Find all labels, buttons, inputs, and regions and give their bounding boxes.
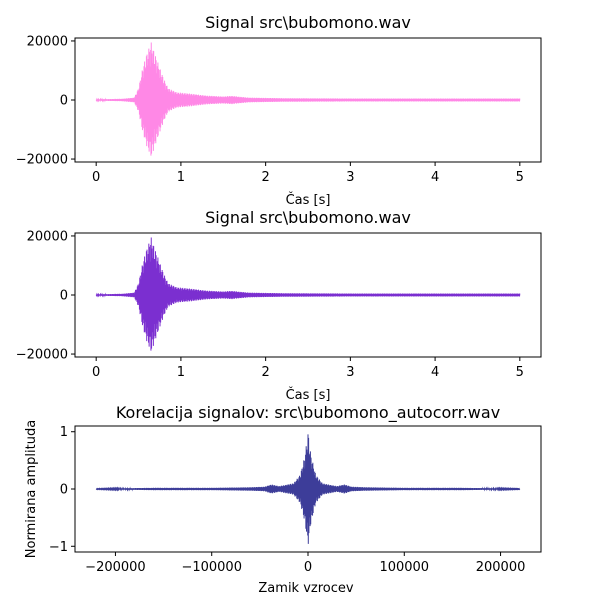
x-tick-label: 4: [431, 170, 439, 185]
x-tick-label: 1: [177, 170, 185, 185]
x-tick-label: 1: [177, 365, 185, 380]
y-tick-label: −1: [49, 540, 68, 555]
y-tick-label: 0: [60, 94, 68, 109]
panel-2-x-label: Čas [s]: [286, 387, 331, 403]
panel-3-y-ticks: −1 0 1: [49, 425, 75, 555]
y-tick-label: 20000: [27, 229, 68, 244]
x-tick-label: 0: [92, 365, 100, 380]
y-tick-label: 1: [60, 425, 68, 440]
y-tick-label: 0: [60, 483, 68, 498]
panel-3: −1 0 1 −200000 −100000 0 100000 200000 Korelac…: [24, 403, 542, 596]
panel-2-title: Signal src\bubomono.wav: [205, 208, 411, 227]
y-tick-label: 20000: [27, 34, 68, 49]
x-tick-label: 5: [516, 365, 524, 380]
panel-3-signal-line: [95, 434, 521, 544]
x-tick-label: 0: [304, 560, 312, 575]
panel-2: −20000 0 20000 0 1 2 3 4 5 Signal src\bubomono.…: [16, 208, 542, 403]
panel-2-y-ticks: −20000 0 20000: [16, 229, 75, 363]
panel-2-signal-line: [95, 237, 521, 351]
panel-2-x-ticks: 0 1 2 3 4 5: [92, 357, 524, 380]
panel-3-signal: [95, 434, 521, 544]
panel-3-y-label: Normirana amplituda: [24, 420, 39, 558]
y-tick-label: −20000: [16, 153, 68, 168]
x-tick-label: 100000: [379, 560, 429, 575]
x-tick-label: 2: [261, 365, 269, 380]
x-tick-label: 3: [346, 170, 354, 185]
x-tick-label: 5: [516, 170, 524, 185]
x-tick-label: 4: [431, 365, 439, 380]
x-tick-label: 0: [92, 170, 100, 185]
x-tick-label: 2: [261, 170, 269, 185]
panel-1-signal-line: [95, 42, 521, 156]
panel-2-signal: [95, 237, 521, 351]
x-tick-label: −200000: [85, 560, 146, 575]
panel-3-x-ticks: −200000 −100000 0 100000 200000: [85, 552, 525, 575]
panel-1-x-label: Čas [s]: [286, 192, 331, 208]
panel-1-y-ticks: −20000 0 20000: [16, 34, 75, 168]
panel-1-title: Signal src\bubomono.wav: [205, 13, 411, 32]
panel-1: −20000 0 20000 0 1 2 3 4 5 Signal src\bubomono.…: [16, 13, 542, 208]
x-tick-label: 3: [346, 365, 354, 380]
panel-3-x-label: Zamik vzrocev: [258, 581, 353, 596]
panel-1-signal: [95, 42, 521, 156]
y-tick-label: −20000: [16, 348, 68, 363]
x-tick-label: 200000: [476, 560, 526, 575]
panel-3-title: Korelacija signalov: src\bubomono_autoco…: [116, 403, 500, 423]
x-tick-label: −100000: [181, 560, 242, 575]
panel-1-x-ticks: 0 1 2 3 4 5: [92, 162, 524, 185]
y-tick-label: 0: [60, 289, 68, 304]
